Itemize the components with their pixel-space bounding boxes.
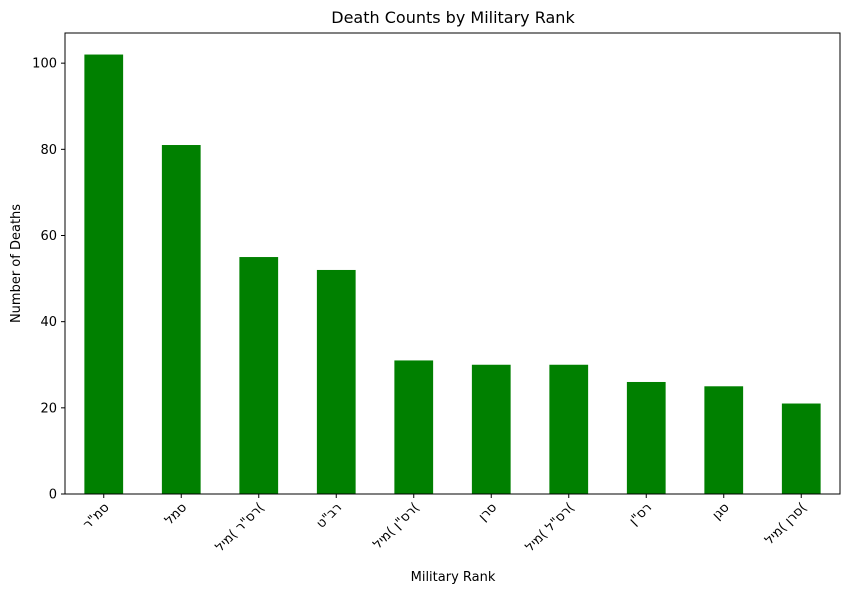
x-tick-label: רב"ט xyxy=(314,500,345,531)
x-tick-label: סרן )מיל( xyxy=(762,500,810,548)
bar xyxy=(84,54,124,494)
x-tick-label: רס"ר )מיל( xyxy=(213,500,268,555)
y-tick-label: 40 xyxy=(40,315,57,330)
bar xyxy=(394,360,434,494)
bar xyxy=(549,364,589,494)
bar xyxy=(471,364,511,494)
bar xyxy=(704,386,744,494)
bars-group xyxy=(84,54,821,494)
x-tick-label: סמל xyxy=(162,500,190,528)
y-tick-label: 100 xyxy=(32,57,57,72)
y-tick-label: 60 xyxy=(40,229,57,244)
y-tick-label: 20 xyxy=(40,401,57,416)
x-tick-label: רס"ן )מיל( xyxy=(370,500,422,552)
bar xyxy=(626,381,666,494)
y-axis-ticks: 0 20 40 60 80 100 xyxy=(32,57,65,503)
x-tick-label: רס"ן xyxy=(627,500,655,528)
x-tick-label: סמ"ר xyxy=(80,500,112,532)
x-tick-label: רס"ל )מיל( xyxy=(523,500,578,555)
y-tick-label: 0 xyxy=(49,488,57,503)
chart-title: Death Counts by Military Rank xyxy=(331,8,575,27)
x-axis-label: Military Rank xyxy=(411,570,496,585)
y-axis-label: Number of Deaths xyxy=(9,204,24,323)
plot-frame xyxy=(64,32,841,495)
bar xyxy=(316,269,356,494)
bar xyxy=(781,403,821,494)
x-tick-label: סרן xyxy=(476,500,500,524)
x-tick-label: סגן xyxy=(710,500,733,523)
bar xyxy=(239,257,279,494)
x-axis-ticks: סמ"ר סמל רס"ר )מיל( רב"ט רס"ן )מיל( סרן רס"ל )… xyxy=(80,494,810,555)
bar xyxy=(161,145,201,494)
y-tick-label: 80 xyxy=(40,143,57,158)
